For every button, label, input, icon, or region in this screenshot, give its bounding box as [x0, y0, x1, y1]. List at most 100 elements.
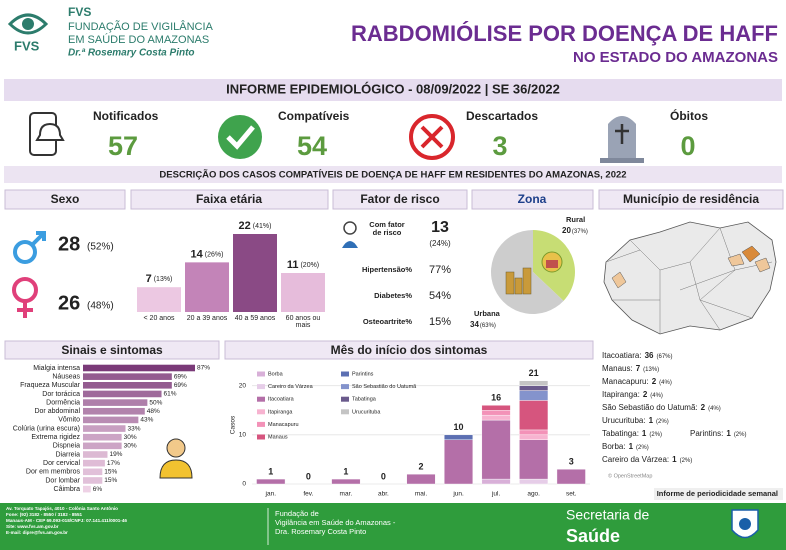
logo-line: EM SAÚDE DO AMAZONAS — [68, 33, 209, 46]
bar-share: (26%) — [205, 251, 224, 258]
municipality-entry: Urucurituba: 1 (2%) — [602, 416, 669, 425]
symptom-figure — [159, 438, 193, 479]
kpi-value: 54 — [297, 131, 327, 161]
legend-label: Tabatinga — [352, 397, 377, 403]
municipality-name: São Sebastião do Uatumã: — [602, 403, 698, 412]
bar-segment — [481, 419, 511, 480]
risk-label-box: Com fator de risco — [369, 221, 404, 236]
value-label: 43% — [140, 417, 153, 424]
municipality-value: 2 — [652, 377, 657, 386]
bar — [83, 459, 105, 467]
total-label: 3 — [569, 457, 574, 467]
bar-segment — [444, 439, 474, 485]
footer-org: Dra. Rosemary Costa Pinto — [275, 527, 366, 536]
panel-header — [332, 189, 468, 210]
male-icon — [13, 240, 37, 264]
risk-item-label: Diabetes% — [374, 291, 412, 300]
pie-category: Urbana — [474, 309, 501, 318]
x-tick-label: < 20 anos — [143, 315, 175, 322]
risk-share: (24%) — [429, 239, 451, 248]
bar-segment — [331, 478, 361, 485]
bar-label: 14 (26%) — [191, 248, 224, 260]
legend-label: Itacoatiara — [268, 397, 295, 403]
bar-share: (41%) — [253, 223, 272, 230]
bar-segment — [481, 405, 511, 411]
bar-label: 7 (13%) — [146, 273, 173, 285]
kpi-label: Descartados — [466, 109, 538, 123]
map-highlight — [741, 245, 761, 263]
kpi-label: Notificados — [93, 109, 159, 123]
panel-title: Zona — [518, 192, 547, 206]
municipality-entry: São Sebastião do Uatumã: 2 (4%) — [602, 403, 721, 412]
sex-share: (48%) — [87, 301, 114, 312]
footer-address: Manaus-AM - CEP 69.093-018/CNPJ: 07.141.… — [6, 518, 127, 523]
pie-share: (63%) — [480, 323, 496, 329]
footer-address: E-mail: dipre@fvs.am.gov.br — [6, 530, 68, 535]
municipality-share: (4%) — [708, 406, 721, 412]
x-tick-label-box: 60 anos ou mais — [286, 315, 321, 329]
panel-header — [224, 340, 594, 360]
footer-org: Fundação de — [275, 509, 319, 518]
map-highlight — [611, 271, 627, 289]
icon-notified — [29, 112, 65, 156]
bar — [137, 287, 181, 312]
y-tick-label: Câimbra — [54, 486, 81, 493]
value-label: 87% — [197, 365, 210, 372]
bar — [185, 262, 229, 312]
municipality-share: (2%) — [734, 432, 747, 438]
x-tick-label: abr. — [378, 491, 389, 498]
municipality-name: Itacoatiara: — [602, 351, 642, 360]
bar-segment — [406, 473, 436, 485]
bar-value: 14 — [191, 248, 204, 260]
panel-header — [130, 189, 329, 210]
x-tick-label: fev. — [303, 491, 313, 498]
bar — [83, 364, 195, 372]
y-tick-label: Dor cervical — [43, 460, 80, 467]
pie-value: 20 — [562, 226, 571, 235]
logo-line: Dr.ª Rosemary Costa Pinto — [68, 48, 195, 59]
municipality-name: Itapiranga: — [602, 390, 640, 399]
y-tick-label: Náuseas — [52, 373, 80, 380]
panel-title: Faixa etária — [196, 192, 262, 206]
municipality-share: (2%) — [636, 445, 649, 451]
municipality-value: 1 — [629, 442, 634, 451]
y-tick-label: Extrema rigidez — [31, 434, 80, 441]
total-label: 21 — [529, 368, 539, 378]
municipality-share: (4%) — [659, 380, 672, 386]
bar-segment — [519, 400, 549, 431]
municipality-name: Tabatinga: — [602, 429, 639, 438]
value-label: 19% — [109, 451, 122, 458]
footer-org: Vigilância em Saúde do Amazonas - — [275, 518, 396, 527]
footer-secretaria: Secretaria de — [566, 507, 649, 523]
risk-item-value: 77% — [429, 264, 451, 276]
municipality-value: 1 — [642, 429, 647, 438]
value-label: 69% — [174, 373, 187, 380]
municipality-share: (2%) — [656, 419, 669, 425]
municipality-name: Urucurituba: — [602, 416, 646, 425]
municipality-entry: Manacapuru: 2 (4%) — [602, 377, 672, 386]
legend-label: São Sebastião do Uatumã — [352, 384, 417, 390]
risk-item-value: 15% — [429, 316, 451, 328]
x-tick-label-box: < 20 anos — [143, 315, 175, 322]
bar-segment — [519, 429, 549, 436]
x-tick-label: jan. — [265, 491, 277, 498]
bar-segment — [444, 434, 474, 440]
bar-value: 11 — [287, 259, 299, 271]
municipality-name: Parintins: — [690, 429, 723, 438]
bar — [83, 425, 126, 432]
municipality-name: Borba: — [602, 442, 626, 451]
total-label: 1 — [343, 466, 348, 476]
bar — [83, 468, 103, 476]
bar — [83, 390, 162, 398]
municipality-entry: Parintins: 1 (2%) — [690, 429, 746, 438]
pie-label: 20(37%) — [562, 226, 588, 235]
bar-label: 11 (20%) — [287, 259, 319, 271]
bar-segment — [519, 390, 549, 401]
pie-value: 34 — [470, 320, 479, 329]
value-label: 30% — [124, 434, 137, 441]
bar — [233, 234, 277, 312]
legend-label: Manacapuru — [268, 422, 299, 428]
bar-segment — [556, 469, 586, 485]
